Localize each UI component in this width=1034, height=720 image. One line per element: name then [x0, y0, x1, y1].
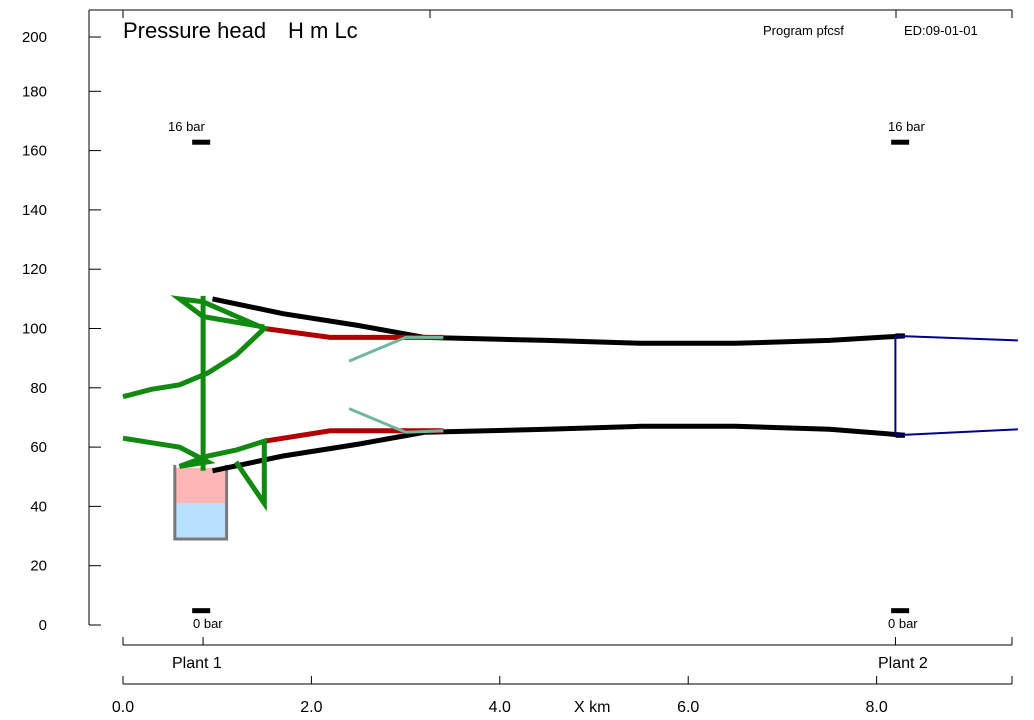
series-line-green-6	[122, 295, 269, 400]
edition-label: ED:09-01-01	[904, 23, 978, 38]
chart-title-vars: H m Lc	[288, 18, 358, 43]
x-axis-label: X km	[574, 699, 610, 716]
y-tick-label: 180	[22, 83, 47, 100]
y-tick-label: 20	[30, 558, 47, 575]
y-tick-label: 80	[30, 380, 47, 397]
tank-pressure-fill	[174, 467, 227, 504]
series-line-green-7	[122, 435, 267, 512]
gauge-markers	[192, 139, 910, 614]
x-tick-label: 6.0	[677, 699, 699, 716]
gauge-marker	[891, 608, 910, 614]
reservoir-tank	[173, 464, 229, 541]
gauge-label-top-right: 16 bar	[888, 119, 926, 134]
series-group	[122, 295, 1018, 512]
x-tick-label: 8.0	[865, 699, 887, 716]
program-label: Program pfcsf	[763, 23, 844, 38]
y-tick-label: 100	[22, 321, 47, 338]
series-line-black-0	[211, 296, 906, 346]
series-line-navy-10	[895, 428, 1018, 437]
series-line-navy-9	[895, 334, 1018, 342]
tank-water-fill	[174, 503, 227, 540]
gauge-marker	[192, 139, 211, 145]
gauge-marker	[891, 139, 910, 145]
plant-markers	[202, 637, 896, 645]
tank-outline	[173, 464, 229, 541]
plant2-label: Plant 2	[878, 655, 928, 672]
y-tick-label: 140	[22, 202, 47, 219]
gauge-marker	[192, 608, 211, 614]
chart-frame	[88, 9, 1013, 625]
series-line-black-1	[211, 423, 906, 474]
chart-title: Pressure head	[123, 18, 266, 43]
series-line-teal-5	[348, 407, 444, 434]
y-axis: 0 20 40 60 80 100 120 140 160 180 200	[22, 29, 101, 634]
x-tick-label: 2.0	[300, 699, 322, 716]
gauge-label-bottom-left: 0 bar	[193, 616, 223, 631]
y-tick-label: 40	[30, 498, 47, 515]
gauge-label-bottom-right: 0 bar	[888, 616, 918, 631]
gauge-label-top-left: 16 bar	[168, 119, 206, 134]
y-tick-label: 0	[39, 617, 47, 634]
y-tick-label: 60	[30, 439, 47, 456]
x-tick-label: 4.0	[489, 699, 511, 716]
x-axis: 0.0 2.0 4.0 6.0 8.0	[112, 637, 1013, 716]
x-tick-label: 0.0	[112, 699, 134, 716]
series-line-teal-4	[348, 335, 444, 363]
y-tick-label: 120	[22, 261, 47, 278]
y-tick-label: 200	[22, 29, 47, 46]
y-tick-label: 160	[22, 143, 47, 160]
plant1-label: Plant 1	[172, 655, 222, 672]
